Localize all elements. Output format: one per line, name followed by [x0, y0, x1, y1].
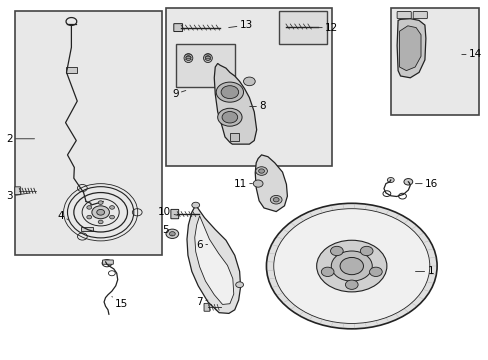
Text: 9: 9 — [172, 89, 185, 99]
Text: 7: 7 — [196, 297, 207, 307]
Text: 1: 1 — [415, 266, 433, 276]
Circle shape — [360, 246, 372, 256]
Text: 11: 11 — [233, 179, 252, 189]
Circle shape — [369, 267, 382, 276]
Polygon shape — [194, 216, 233, 305]
Circle shape — [243, 77, 255, 86]
Bar — [229, 134, 238, 141]
Circle shape — [97, 210, 104, 215]
Circle shape — [165, 229, 178, 238]
Text: 3: 3 — [6, 191, 30, 201]
FancyBboxPatch shape — [412, 12, 427, 19]
Circle shape — [330, 251, 371, 281]
Bar — [15, 12, 161, 255]
FancyBboxPatch shape — [170, 210, 178, 219]
Circle shape — [92, 206, 109, 219]
Polygon shape — [399, 26, 420, 71]
Polygon shape — [255, 155, 287, 212]
Text: 15: 15 — [112, 297, 128, 309]
Text: 4: 4 — [58, 211, 69, 221]
Circle shape — [316, 240, 386, 292]
Circle shape — [253, 180, 263, 187]
FancyBboxPatch shape — [15, 187, 20, 195]
Circle shape — [321, 267, 333, 276]
Circle shape — [217, 108, 242, 126]
Polygon shape — [396, 19, 425, 78]
Circle shape — [169, 231, 175, 236]
Text: 6: 6 — [196, 239, 207, 249]
Circle shape — [98, 201, 103, 204]
Bar — [176, 44, 234, 87]
Bar — [390, 8, 478, 116]
Bar — [81, 226, 93, 231]
Circle shape — [98, 220, 103, 224]
Circle shape — [109, 215, 114, 219]
Circle shape — [222, 112, 237, 123]
Bar — [278, 12, 327, 44]
Circle shape — [345, 280, 357, 289]
Ellipse shape — [203, 54, 212, 63]
Circle shape — [270, 195, 282, 204]
FancyBboxPatch shape — [173, 24, 182, 32]
FancyBboxPatch shape — [281, 23, 287, 31]
Ellipse shape — [183, 54, 192, 63]
FancyBboxPatch shape — [396, 12, 410, 19]
Text: 12: 12 — [312, 23, 338, 33]
Circle shape — [87, 206, 92, 209]
Circle shape — [403, 179, 412, 185]
Text: 10: 10 — [158, 207, 177, 217]
Circle shape — [216, 82, 243, 102]
Circle shape — [266, 203, 436, 329]
FancyBboxPatch shape — [102, 260, 113, 264]
Text: 14: 14 — [461, 49, 481, 59]
Circle shape — [258, 169, 264, 173]
Ellipse shape — [205, 55, 210, 60]
Circle shape — [109, 206, 114, 209]
Circle shape — [339, 257, 363, 275]
Circle shape — [255, 167, 267, 175]
Circle shape — [87, 215, 92, 219]
Circle shape — [273, 209, 429, 323]
Text: 16: 16 — [415, 179, 437, 189]
Circle shape — [235, 282, 243, 288]
Text: 8: 8 — [249, 102, 265, 112]
Text: 2: 2 — [6, 134, 35, 144]
Ellipse shape — [185, 55, 190, 60]
Polygon shape — [214, 63, 256, 144]
Circle shape — [221, 86, 238, 99]
Circle shape — [386, 177, 393, 183]
Circle shape — [330, 246, 343, 256]
Text: 13: 13 — [228, 20, 252, 30]
Bar — [65, 67, 77, 73]
Text: 5: 5 — [162, 225, 172, 235]
Circle shape — [273, 198, 279, 202]
FancyBboxPatch shape — [203, 303, 209, 311]
Bar — [166, 8, 331, 166]
Circle shape — [191, 202, 199, 208]
Polygon shape — [186, 205, 240, 314]
